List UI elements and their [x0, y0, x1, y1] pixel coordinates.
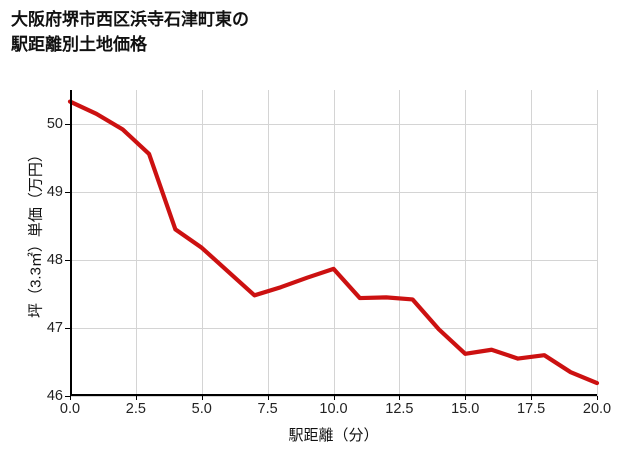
x-axis-title: 駅距離（分） [288, 427, 379, 444]
gridline-vertical [465, 90, 467, 396]
gridline-vertical [267, 90, 269, 396]
gridline-vertical [531, 90, 533, 396]
x-tick-mark [333, 396, 335, 400]
gridline-vertical [135, 90, 137, 396]
y-axis-tick-labels: 46 47 48 49 50 [0, 90, 63, 404]
gridline-vertical [597, 90, 598, 396]
x-tick-label: 15.0 [451, 401, 480, 417]
page-title: 大阪府堺市西区浜寺石津町東の 駅距離別土地価格 [11, 10, 249, 54]
y-tick-label: 47 [46, 320, 63, 336]
x-axis-tick-marks [70, 396, 598, 401]
gridline-vertical [333, 90, 335, 396]
x-tick-mark [399, 396, 401, 400]
y-tick-label: 49 [46, 184, 63, 200]
series-polyline [67, 99, 600, 386]
y-tick-mark [65, 260, 70, 261]
x-tick-label: 5.0 [191, 401, 212, 417]
y-axis-tick-marks [65, 90, 70, 397]
x-tick-mark [135, 396, 137, 400]
x-tick-mark [201, 396, 203, 400]
x-tick-label: 7.5 [257, 401, 278, 417]
x-tick-mark [597, 396, 598, 400]
x-tick-mark [70, 396, 71, 400]
x-tick-label: 12.5 [385, 401, 414, 417]
gridline-vertical [201, 90, 203, 396]
x-axis-tick-labels: 0.0 2.5 5.0 7.5 10.0 12.5 15.0 17.5 20.0 [60, 401, 611, 421]
plot-area [67, 90, 600, 397]
x-tick-mark [465, 396, 467, 400]
y-tick-label: 48 [46, 252, 63, 268]
x-tick-mark [267, 396, 269, 400]
y-tick-mark [65, 328, 70, 329]
line-series [67, 99, 600, 386]
x-tick-label: 10.0 [319, 401, 348, 417]
y-tick-label: 46 [46, 388, 63, 404]
x-tick-label: 20.0 [582, 401, 612, 417]
y-tick-mark [65, 396, 70, 397]
gridline-vertical [399, 90, 401, 396]
y-tick-mark [65, 192, 70, 193]
x-tick-label: 0.0 [59, 401, 81, 417]
x-tick-mark [531, 396, 533, 400]
y-tick-mark [65, 124, 70, 125]
x-tick-label: 17.5 [517, 401, 546, 417]
x-tick-label: 2.5 [125, 401, 146, 417]
y-axis-title: 坪（3.3㎡）単価（万円） [27, 147, 45, 318]
y-tick-label: 50 [46, 116, 63, 132]
